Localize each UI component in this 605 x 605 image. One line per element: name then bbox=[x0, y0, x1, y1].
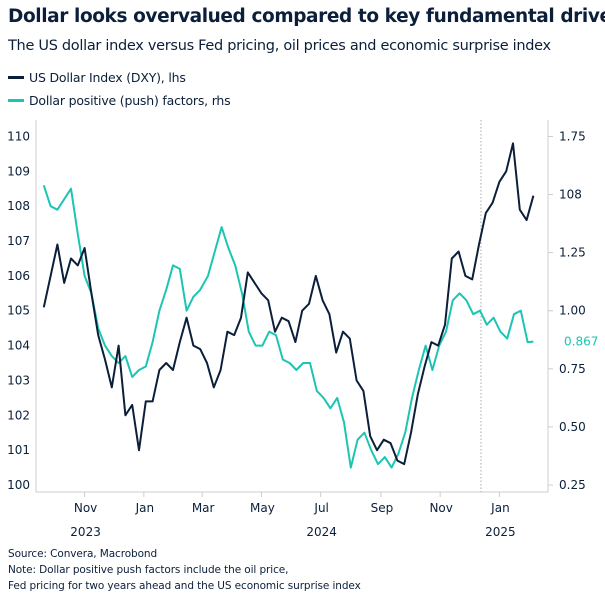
right-tick-label: 1.75 bbox=[559, 129, 586, 143]
left-tick-label: 103 bbox=[7, 373, 30, 387]
x-tick-label: Jul bbox=[313, 501, 328, 515]
x-tick-label: Sep bbox=[371, 501, 394, 515]
right-tick-label: 1.25 bbox=[559, 246, 586, 260]
series-line-dxy bbox=[42, 142, 535, 466]
left-tick-label: 108 bbox=[7, 199, 30, 213]
x-tick-label: Jan bbox=[490, 501, 510, 515]
right-tick-label: 1.00 bbox=[559, 304, 586, 318]
left-tick-label: 101 bbox=[7, 443, 30, 457]
series-line-push-factors bbox=[42, 184, 534, 469]
x-tick-label: Jan bbox=[135, 501, 155, 515]
right-tick-label: 0.50 bbox=[559, 420, 586, 434]
right-tick-label: 0.75 bbox=[559, 362, 586, 376]
left-tick-label: 107 bbox=[7, 234, 30, 248]
legend-swatch-dxy bbox=[8, 76, 24, 79]
legend-label-dxy: US Dollar Index (DXY), lhs bbox=[29, 70, 186, 85]
chart-title: Dollar looks overvalued compared to key … bbox=[8, 6, 605, 27]
left-tick-label: 104 bbox=[7, 339, 30, 353]
year-label: 2025 bbox=[485, 525, 516, 539]
source-note: Source: Convera, Macrobond bbox=[8, 548, 158, 560]
left-tick-label: 105 bbox=[7, 304, 30, 318]
legend-item-dxy: US Dollar Index (DXY), lhs bbox=[8, 70, 186, 85]
right-tick-label: 0.25 bbox=[559, 478, 586, 492]
x-tick-label: May bbox=[250, 501, 275, 515]
legend-label-push: Dollar positive (push) factors, rhs bbox=[29, 93, 231, 108]
x-tick-label: Mar bbox=[192, 501, 215, 515]
year-label: 2024 bbox=[306, 525, 337, 539]
last-value-label: 0.867 bbox=[564, 335, 598, 349]
left-tick-label: 102 bbox=[7, 408, 30, 422]
year-label: 2023 bbox=[70, 525, 101, 539]
legend-swatch-push bbox=[8, 99, 24, 102]
legend-item-push: Dollar positive (push) factors, rhs bbox=[8, 93, 231, 108]
right-tick-label: 108 bbox=[559, 188, 582, 202]
chart-subtitle: The US dollar index versus Fed pricing, … bbox=[8, 38, 551, 54]
x-tick-label: Nov bbox=[74, 501, 97, 515]
footnote-line-2: Fed pricing for two years ahead and the … bbox=[8, 580, 361, 592]
left-tick-label: 106 bbox=[7, 269, 30, 283]
footnote-line-1: Note: Dollar positive push factors inclu… bbox=[8, 564, 289, 576]
left-tick-label: 100 bbox=[7, 478, 30, 492]
left-tick-label: 110 bbox=[7, 129, 30, 143]
left-tick-label: 109 bbox=[7, 164, 30, 178]
x-tick-label: Nov bbox=[429, 501, 452, 515]
